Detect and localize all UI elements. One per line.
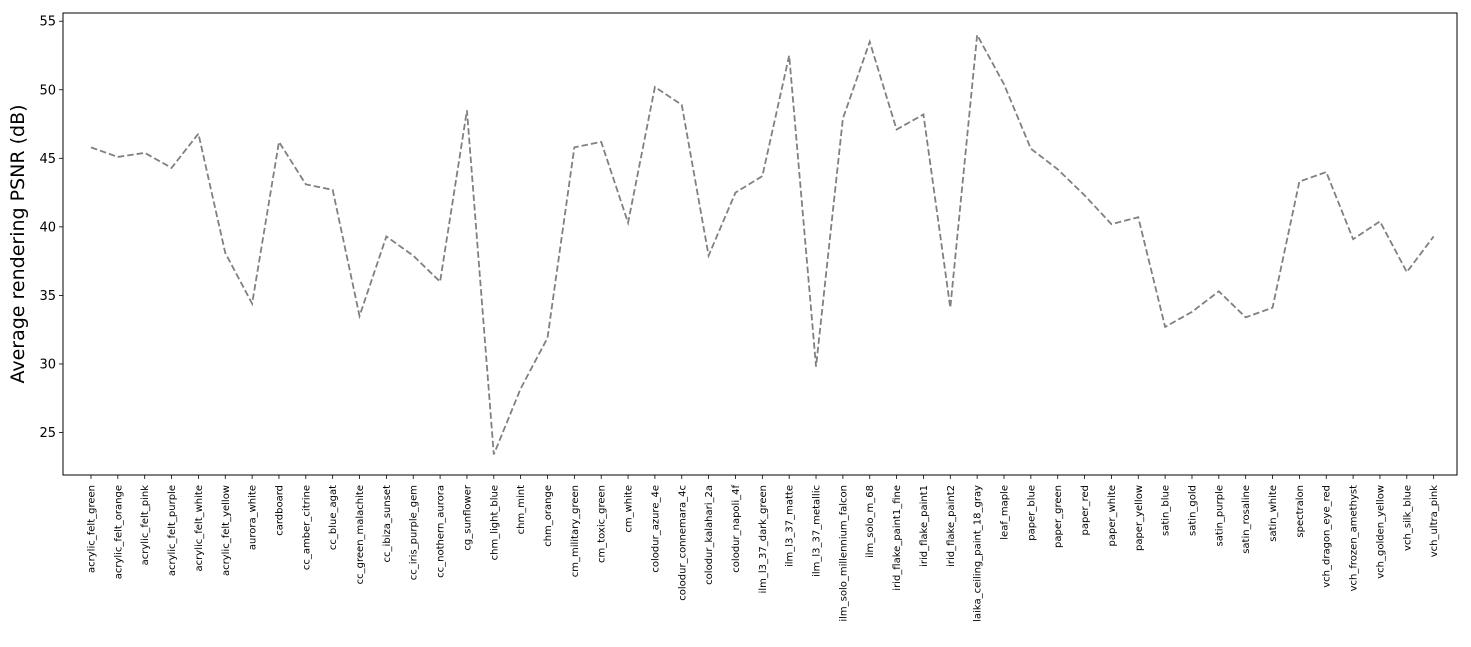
- x-tick-label: aurora_white: [248, 485, 259, 550]
- x-tick-label: irid_flake_paint2: [946, 485, 957, 567]
- x-tick-label: satin_blue: [1161, 485, 1172, 536]
- x-tick-label: chm_light_blue: [489, 485, 500, 560]
- y-tick-label: 50: [39, 83, 56, 98]
- x-tick-label: cardboard: [274, 485, 285, 536]
- x-tick-label: leaf_maple: [1000, 485, 1011, 540]
- y-tick-label: 45: [39, 152, 56, 167]
- x-tick-label: spectralon: [1295, 485, 1306, 538]
- x-tick-label: paper_white: [1107, 485, 1118, 546]
- x-tick-label: vch_dragon_eye_red: [1322, 485, 1333, 588]
- x-tick-label: vch_frozen_amethyst: [1349, 485, 1360, 591]
- x-tick-label: cc_nothern_aurora: [436, 485, 447, 578]
- x-tick-label: colodur_connemara_4c: [677, 485, 688, 601]
- x-tick-label: acrylic_felt_green: [87, 485, 98, 573]
- y-tick-label: 25: [39, 426, 56, 441]
- x-tick-label: acrylic_felt_white: [194, 485, 205, 571]
- y-tick-label: 55: [39, 15, 56, 30]
- x-tick-label: ilm_l3_37_metallic: [812, 485, 823, 577]
- y-tick-label: 30: [39, 357, 56, 372]
- x-tick-label: ilm_solo_millennium_falcon: [838, 485, 849, 622]
- x-tick-label: irid_flake_paint1_fine: [892, 485, 903, 591]
- x-tick-label: acrylic_felt_orange: [113, 485, 124, 579]
- x-tick-label: vch_silk_blue: [1402, 485, 1413, 551]
- plot-frame: [62, 12, 1458, 476]
- x-tick-label: colodur_kalahari_2a: [704, 485, 715, 585]
- y-tick-label: 35: [39, 289, 56, 304]
- y-axis-label: Average rendering PSNR (dB): [7, 104, 29, 383]
- x-tick-label: paper_blue: [1026, 485, 1037, 541]
- x-tick-label: acrylic_felt_purple: [167, 485, 178, 576]
- x-tick-label: vch_ultra_pink: [1429, 485, 1440, 557]
- x-tick-label: cc_blue_agat: [328, 485, 339, 550]
- x-tick-label: acrylic_felt_yellow: [221, 485, 232, 576]
- x-tick-label: cc_amber_citrine: [301, 485, 312, 570]
- x-tick-label: cc_green_malachite: [355, 485, 366, 584]
- x-tick-label: cm_toxic_green: [597, 485, 608, 563]
- x-tick-label: chm_orange: [543, 485, 554, 547]
- x-tick-label: satin_rosaline: [1241, 485, 1252, 554]
- x-tick-label: colodur_napoli_4f: [731, 485, 742, 573]
- x-tick-label: ilm_l3_37_matte: [785, 485, 796, 567]
- x-tick-label: ilm_l3_37_dark_green: [758, 485, 769, 593]
- x-tick-label: vch_golden_yellow: [1375, 485, 1386, 579]
- x-tick-label: cm_military_green: [570, 485, 581, 577]
- x-tick-label: cc_iris_purple_gem: [409, 485, 420, 580]
- psnr-series-line: [90, 31, 1435, 455]
- x-tick-label: acrylic_felt_pink: [140, 485, 151, 566]
- x-tick-label: ilm_solo_m_68: [865, 485, 876, 558]
- x-tick-label: satin_white: [1268, 485, 1279, 542]
- x-tick-label: satin_purple: [1214, 485, 1225, 546]
- x-tick-label: cg_sunflower: [462, 484, 473, 550]
- x-tick-label: cc_ibiza_sunset: [382, 485, 393, 563]
- x-tick-label: paper_red: [1080, 485, 1091, 535]
- y-tick-label: 40: [39, 220, 56, 235]
- x-tick-label: chm_mint: [516, 485, 527, 534]
- x-tick-label: paper_green: [1053, 485, 1064, 548]
- x-tick-label: paper_yellow: [1134, 485, 1145, 551]
- x-tick-label: irid_flake_paint1: [919, 485, 930, 567]
- x-tick-label: satin_gold: [1187, 485, 1198, 536]
- x-tick-label: cm_white: [624, 485, 635, 533]
- x-tick-label: colodur_azure_4e: [650, 485, 661, 573]
- x-tick-label: laika_ceiling_paint_18_gray: [973, 485, 984, 622]
